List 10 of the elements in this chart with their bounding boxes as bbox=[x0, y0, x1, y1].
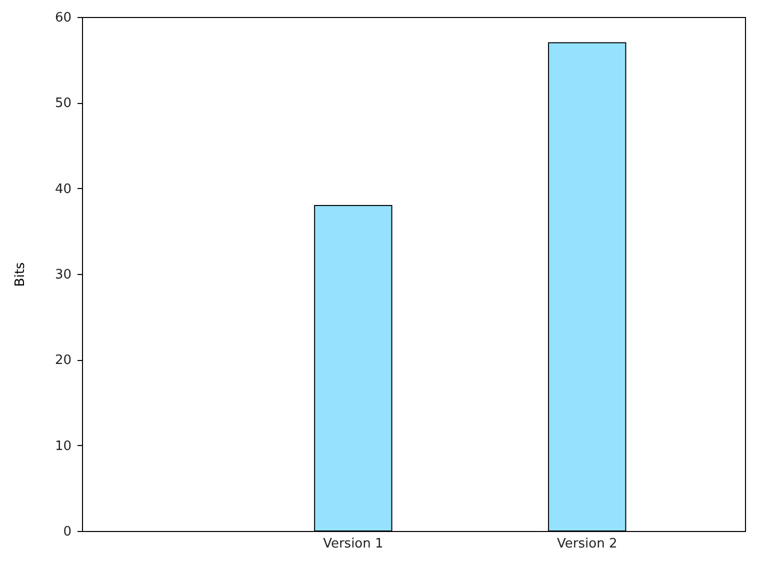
y-tick-label: 50 bbox=[54, 96, 72, 112]
y-tick-label: 0 bbox=[63, 524, 72, 540]
y-tick-label: 40 bbox=[54, 182, 72, 197]
y-tick-label: 30 bbox=[54, 268, 72, 282]
y-tick-label: 10 bbox=[54, 438, 72, 454]
x-tick-label: Version 1 bbox=[323, 536, 384, 552]
x-tick-label: Version 2 bbox=[557, 536, 618, 552]
y-tick-label: 20 bbox=[54, 353, 72, 368]
y-axis-title: Bits bbox=[12, 262, 28, 287]
y-tick-label: 60 bbox=[54, 10, 72, 26]
